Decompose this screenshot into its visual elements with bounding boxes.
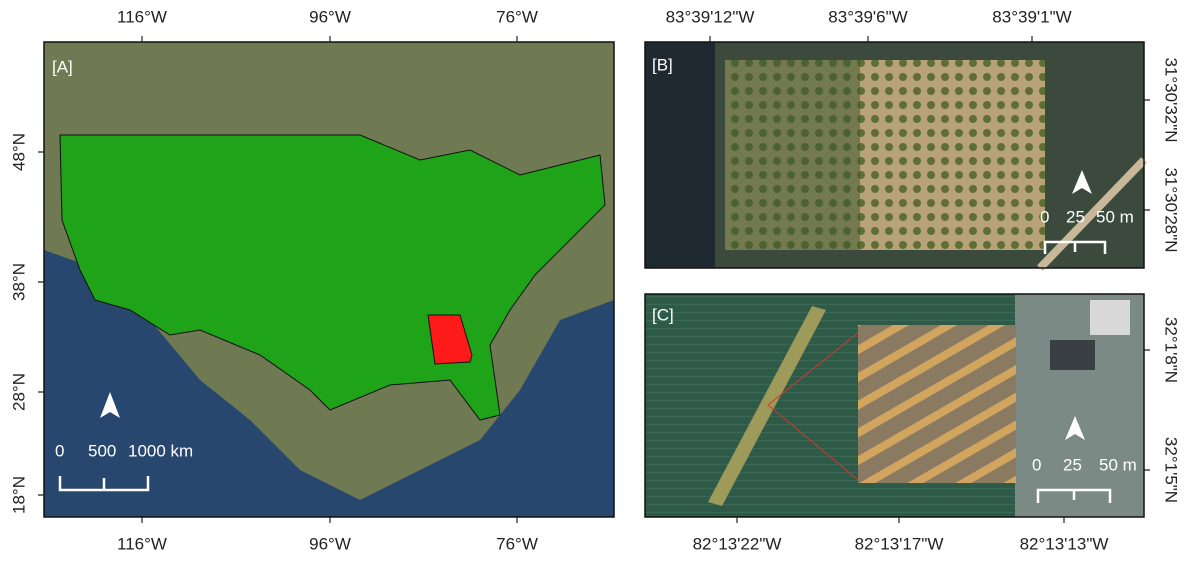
right-tick: 32°1'5"N <box>1162 437 1181 503</box>
scale-label: 25 <box>1063 455 1082 474</box>
frame <box>43 41 615 518</box>
scale-label: 50 m <box>1099 455 1137 474</box>
left-tick: 28°N <box>9 373 28 411</box>
top-tick: 96°W <box>309 7 351 26</box>
tick-marks <box>709 36 1150 211</box>
scale-label: 1000 km <box>128 441 193 460</box>
north-arrow <box>1072 170 1092 194</box>
bottom-tick: 82°13'17"W <box>855 534 944 553</box>
left-tick: 38°N <box>9 263 28 301</box>
panel-c: [C] 0 25 50 m 82°13'22"W 82°13'17"W 82°1… <box>644 293 1181 553</box>
panel-label: [B] <box>652 55 673 74</box>
top-tick: 76°W <box>496 7 538 26</box>
scale-label: 25 <box>1066 207 1085 226</box>
plot-strip <box>708 306 826 506</box>
scale-label: 0 <box>1032 455 1041 474</box>
top-tick: 83°39'1"W <box>992 7 1071 26</box>
bottom-tick: 82°13'13"W <box>1020 534 1109 553</box>
frame <box>644 293 1145 518</box>
north-arrow <box>1065 416 1085 440</box>
panel-a: [A] 0 500 1000 km 116°W 96°W 76°W 116°W … <box>9 7 615 553</box>
scale-bar <box>1036 488 1112 503</box>
frame <box>644 41 1145 269</box>
scale-bar <box>58 476 150 492</box>
orchard-dense <box>725 60 860 250</box>
scale-bar <box>1043 240 1107 254</box>
panel-label: [C] <box>652 305 674 324</box>
bottom-tick: 116°W <box>117 534 167 553</box>
scale-label: 50 m <box>1096 207 1134 226</box>
panel-label: [A] <box>52 57 73 76</box>
building <box>1090 300 1130 335</box>
top-tick: 83°39'12"W <box>666 7 755 26</box>
bottom-tick: 76°W <box>496 534 538 553</box>
road <box>1037 157 1147 271</box>
north-arrow <box>100 392 120 418</box>
panel-b: [B] 0 25 50 m 83°39'12"W 83°39'6"W 83°39… <box>644 7 1181 271</box>
top-tick: 83°39'6"W <box>828 7 907 26</box>
left-tick: 48°N <box>9 133 28 171</box>
bottom-tick: 82°13'22"W <box>693 534 782 553</box>
right-tick: 32°1'8"N <box>1162 317 1181 383</box>
scale-label: 500 <box>88 441 116 460</box>
left-tick: 18°N <box>9 476 28 514</box>
tick-marks <box>736 349 1150 523</box>
right-tick: 31°30'32"N <box>1162 57 1181 142</box>
building <box>1050 340 1095 370</box>
bottom-tick: 96°W <box>309 534 351 553</box>
scale-label: 0 <box>1040 207 1049 226</box>
right-tick: 31°30'28"N <box>1162 167 1181 252</box>
tick-marks <box>38 36 518 523</box>
top-tick: 116°W <box>117 7 167 26</box>
georgia <box>427 314 473 365</box>
scale-label: 0 <box>55 441 64 460</box>
zoom-line <box>767 404 859 481</box>
zoom-line <box>767 332 859 406</box>
forest <box>645 42 715 268</box>
zoom-inset <box>858 325 1016 483</box>
